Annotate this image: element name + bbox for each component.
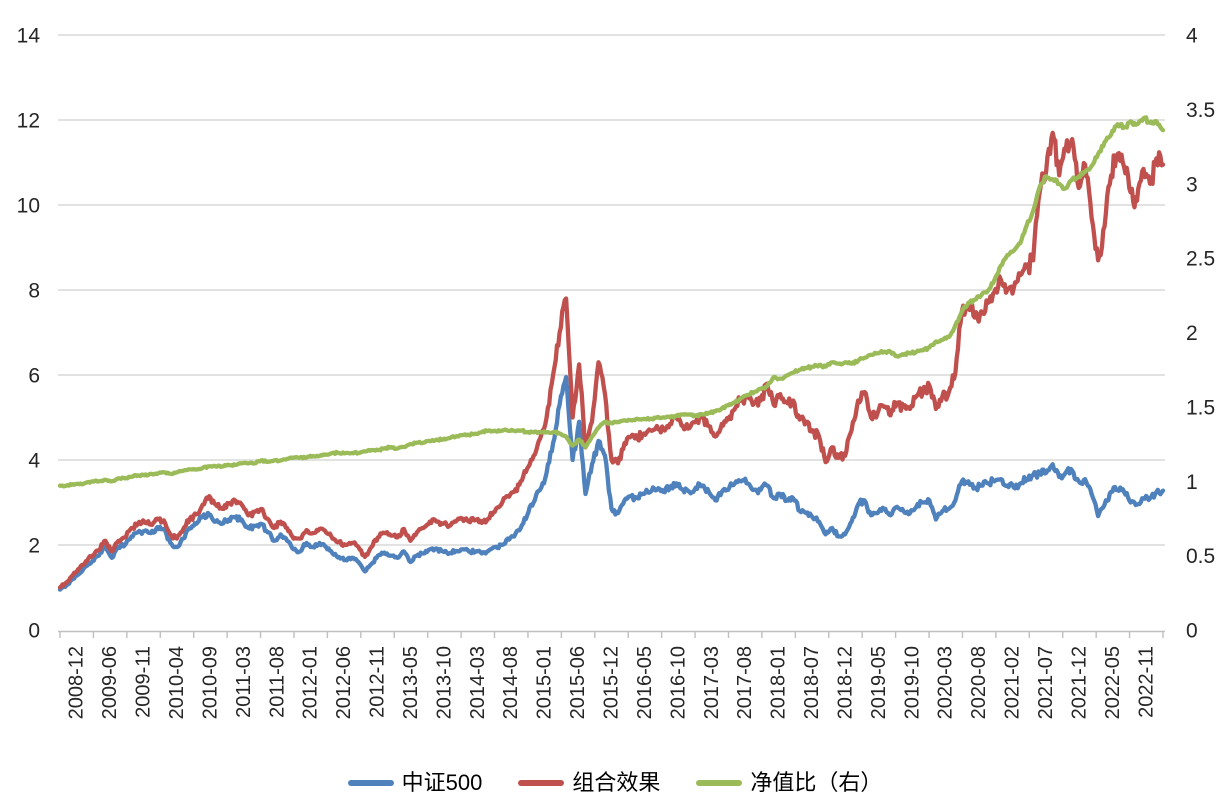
svg-text:2022-05: 2022-05 [1102,646,1124,719]
legend: 中证500 组合效果 净值比（右） [0,763,1230,803]
svg-text:12: 12 [17,110,40,133]
svg-text:2019-10: 2019-10 [901,646,923,719]
svg-text:2012-11: 2012-11 [367,646,389,718]
x-axis-labels: 2008-12 2009-06 2009-11 2010-04 2010-09 2011-… [66,646,1158,719]
svg-text:2012-06: 2012-06 [333,646,355,719]
svg-text:2011-08: 2011-08 [266,646,288,718]
svg-text:2010-09: 2010-09 [199,646,221,719]
svg-text:2009-11: 2009-11 [133,646,155,718]
svg-text:8: 8 [28,280,40,303]
svg-text:4: 4 [28,450,40,473]
series-portfolio-line [57,130,1166,590]
legend-item-csi500: 中证500 [347,770,483,795]
svg-text:3.5: 3.5 [1186,99,1215,122]
svg-text:2015-06: 2015-06 [567,646,589,719]
svg-text:0: 0 [1186,620,1198,643]
svg-text:2021-12: 2021-12 [1068,646,1090,719]
svg-text:2013-10: 2013-10 [433,646,455,719]
svg-text:3: 3 [1186,173,1198,196]
legend-label-csi500: 中证500 [401,770,483,795]
svg-text:2009-06: 2009-06 [99,646,121,719]
svg-text:2021-07: 2021-07 [1035,646,1057,719]
svg-text:2017-03: 2017-03 [701,646,723,719]
svg-text:2013-05: 2013-05 [400,646,422,719]
horizontal-gridlines [58,34,1165,546]
y-axis-left-labels: 0 2 4 6 8 10 12 14 [17,25,41,643]
svg-text:2018-01: 2018-01 [768,646,790,719]
legend-label-nav-ratio: 净值比（右） [750,770,883,795]
svg-text:6: 6 [28,365,40,388]
svg-text:0.5: 0.5 [1186,545,1215,568]
svg-text:1: 1 [1186,471,1198,494]
svg-text:2011-03: 2011-03 [233,646,255,718]
svg-text:2022-11: 2022-11 [1135,646,1157,718]
svg-text:2.5: 2.5 [1186,248,1215,271]
svg-text:2010-04: 2010-04 [166,646,188,719]
legend-swatch-portfolio [518,780,565,786]
legend-item-portfolio: 组合效果 [518,772,660,794]
legend-swatch-csi500 [347,780,394,786]
svg-text:2014-08: 2014-08 [500,646,522,719]
svg-text:2012-01: 2012-01 [300,646,322,719]
svg-text:2018-07: 2018-07 [801,646,823,719]
svg-text:2: 2 [1186,322,1198,345]
svg-text:2019-05: 2019-05 [868,646,890,719]
svg-text:2016-10: 2016-10 [667,646,689,719]
x-axis [58,630,1165,638]
legend-item-nav-ratio: 净值比（右） [696,772,882,794]
svg-text:2020-08: 2020-08 [968,646,990,719]
svg-text:2020-03: 2020-03 [935,646,957,719]
legend-label-portfolio: 组合效果 [572,770,661,795]
legend-swatch-nav-ratio [696,780,743,786]
y-axis-right-labels: 0 0.5 1 1.5 2 2.5 3 3.5 4 [1186,25,1215,643]
svg-text:2014-03: 2014-03 [467,646,489,719]
svg-text:2017-08: 2017-08 [734,646,756,719]
svg-text:2018-12: 2018-12 [834,646,856,719]
svg-text:4: 4 [1186,25,1198,48]
svg-text:1.5: 1.5 [1186,396,1215,419]
svg-text:2015-12: 2015-12 [601,646,623,719]
svg-text:14: 14 [17,25,41,48]
svg-text:2015-01: 2015-01 [534,646,556,719]
svg-text:2008-12: 2008-12 [66,646,88,719]
svg-text:2021-02: 2021-02 [1002,646,1024,719]
series-nav-ratio-line [57,115,1166,489]
svg-text:2016-05: 2016-05 [634,646,656,719]
svg-text:0: 0 [28,620,40,643]
svg-text:10: 10 [17,195,40,218]
series-csi500-line [57,374,1166,592]
svg-text:2: 2 [28,535,40,558]
